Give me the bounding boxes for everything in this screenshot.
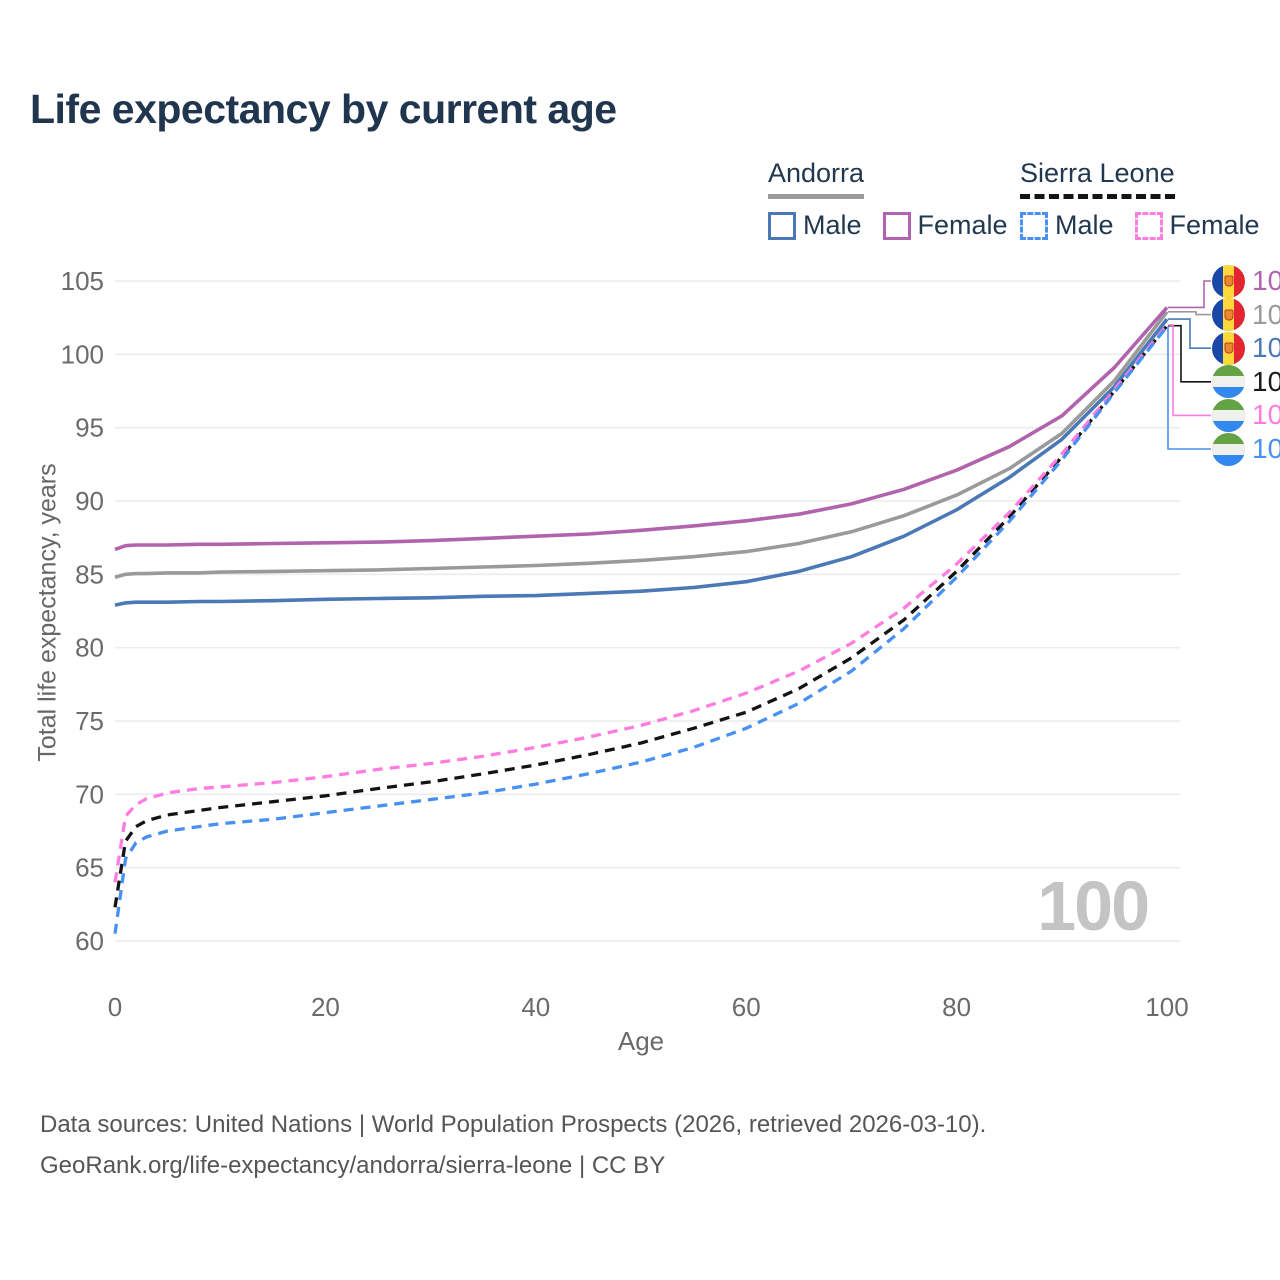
andorra-male-swatch	[768, 211, 796, 240]
legend-andorra-label[interactable]: Andorra	[768, 158, 865, 199]
end-label-row: 102	[1212, 432, 1280, 466]
legend-item-andorra-female[interactable]: Female	[882, 210, 1008, 241]
end-value-label: 102	[1252, 332, 1280, 364]
legend-item-label: Male	[803, 210, 862, 240]
line-andorra-female[interactable]	[114, 306, 1169, 552]
line-sierra-leone-male[interactable]	[113, 325, 1169, 934]
legend-item-label: Female	[917, 210, 1008, 240]
legend-item-label: Male	[1055, 210, 1114, 240]
sierra-leone-flag-icon	[1212, 432, 1245, 466]
end-label-row: 102	[1212, 331, 1280, 365]
end-value-label: 103	[1252, 298, 1280, 330]
x-axis-title: Age	[618, 1026, 664, 1056]
andorra-female-swatch	[882, 211, 911, 240]
page-title: Life expectancy by current age	[30, 86, 617, 132]
y-tick-label: 95	[75, 413, 104, 443]
end-label-row: 103	[1212, 298, 1280, 332]
legend-item-sierra-leone-female[interactable]: Female	[1134, 210, 1260, 241]
y-tick-label: 75	[75, 706, 104, 736]
line-sierra-leone-female[interactable]	[113, 323, 1169, 883]
y-tick-label: 100	[61, 339, 104, 369]
leader-line	[1168, 280, 1211, 309]
x-tick-label: 0	[108, 992, 122, 1022]
legend-group-andorra: Andorra Male Female	[768, 158, 1029, 241]
y-tick-label: 105	[61, 266, 104, 296]
x-tick-label: 80	[942, 992, 971, 1022]
y-tick-label: 65	[75, 853, 104, 883]
andorra-flag-icon	[1212, 264, 1245, 298]
y-tick-label: 70	[75, 779, 104, 809]
y-tick-label: 60	[75, 926, 104, 956]
andorra-flag-icon	[1212, 331, 1245, 365]
x-tick-label: 60	[732, 992, 761, 1022]
attribution-line: GeoRank.org/life-expectancy/andorra/sier…	[40, 1152, 666, 1179]
sierra-leone-flag-icon	[1212, 398, 1245, 432]
legend-item-label: Female	[1169, 210, 1260, 240]
andorra-crest-icon	[1224, 342, 1233, 354]
andorra-crest-icon	[1224, 275, 1233, 287]
line-andorra[interactable]	[114, 310, 1169, 580]
legend-item-sierra-leone-male[interactable]: Male	[1020, 210, 1114, 241]
leader-line	[1168, 324, 1211, 383]
line-sierra-leone[interactable]	[113, 324, 1169, 908]
data-source-line: Data sources: United Nations | World Pop…	[40, 1111, 987, 1138]
andorra-flag-icon	[1212, 298, 1245, 332]
end-value-label: 103	[1252, 265, 1280, 296]
end-label-row: 102	[1212, 398, 1280, 432]
x-tick-label: 20	[311, 992, 340, 1022]
end-value-label: 102	[1252, 433, 1280, 464]
line-andorra-male[interactable]	[114, 317, 1169, 607]
sierra-leone-flag-icon	[1212, 365, 1245, 399]
y-tick-label: 80	[75, 633, 104, 663]
age-counter-watermark: 100	[1037, 867, 1150, 945]
leader-line	[1167, 326, 1211, 450]
end-value-label: 102	[1252, 365, 1280, 397]
legend-sierra-leone-label[interactable]: Sierra Leone	[1020, 158, 1175, 199]
sierra-leone-female-swatch	[1134, 211, 1163, 240]
end-label-row: 103	[1212, 264, 1280, 298]
footer: Data sources: United Nations | World Pop…	[40, 1104, 986, 1186]
end-label-row: 102	[1212, 365, 1280, 399]
leader-line	[1168, 311, 1211, 316]
leader-line	[1168, 324, 1211, 417]
y-tick-label: 90	[75, 486, 104, 516]
legend-item-andorra-male[interactable]: Male	[768, 210, 862, 241]
x-tick-label: 40	[521, 992, 550, 1022]
end-value-label: 102	[1252, 399, 1280, 431]
y-tick-label: 85	[75, 559, 104, 589]
legend-group-sierra-leone: Sierra Leone Male Female	[1020, 158, 1280, 241]
andorra-crest-icon	[1224, 309, 1233, 321]
sierra-leone-male-swatch	[1020, 211, 1048, 240]
x-tick-label: 100	[1145, 992, 1188, 1022]
leader-line	[1168, 318, 1211, 349]
